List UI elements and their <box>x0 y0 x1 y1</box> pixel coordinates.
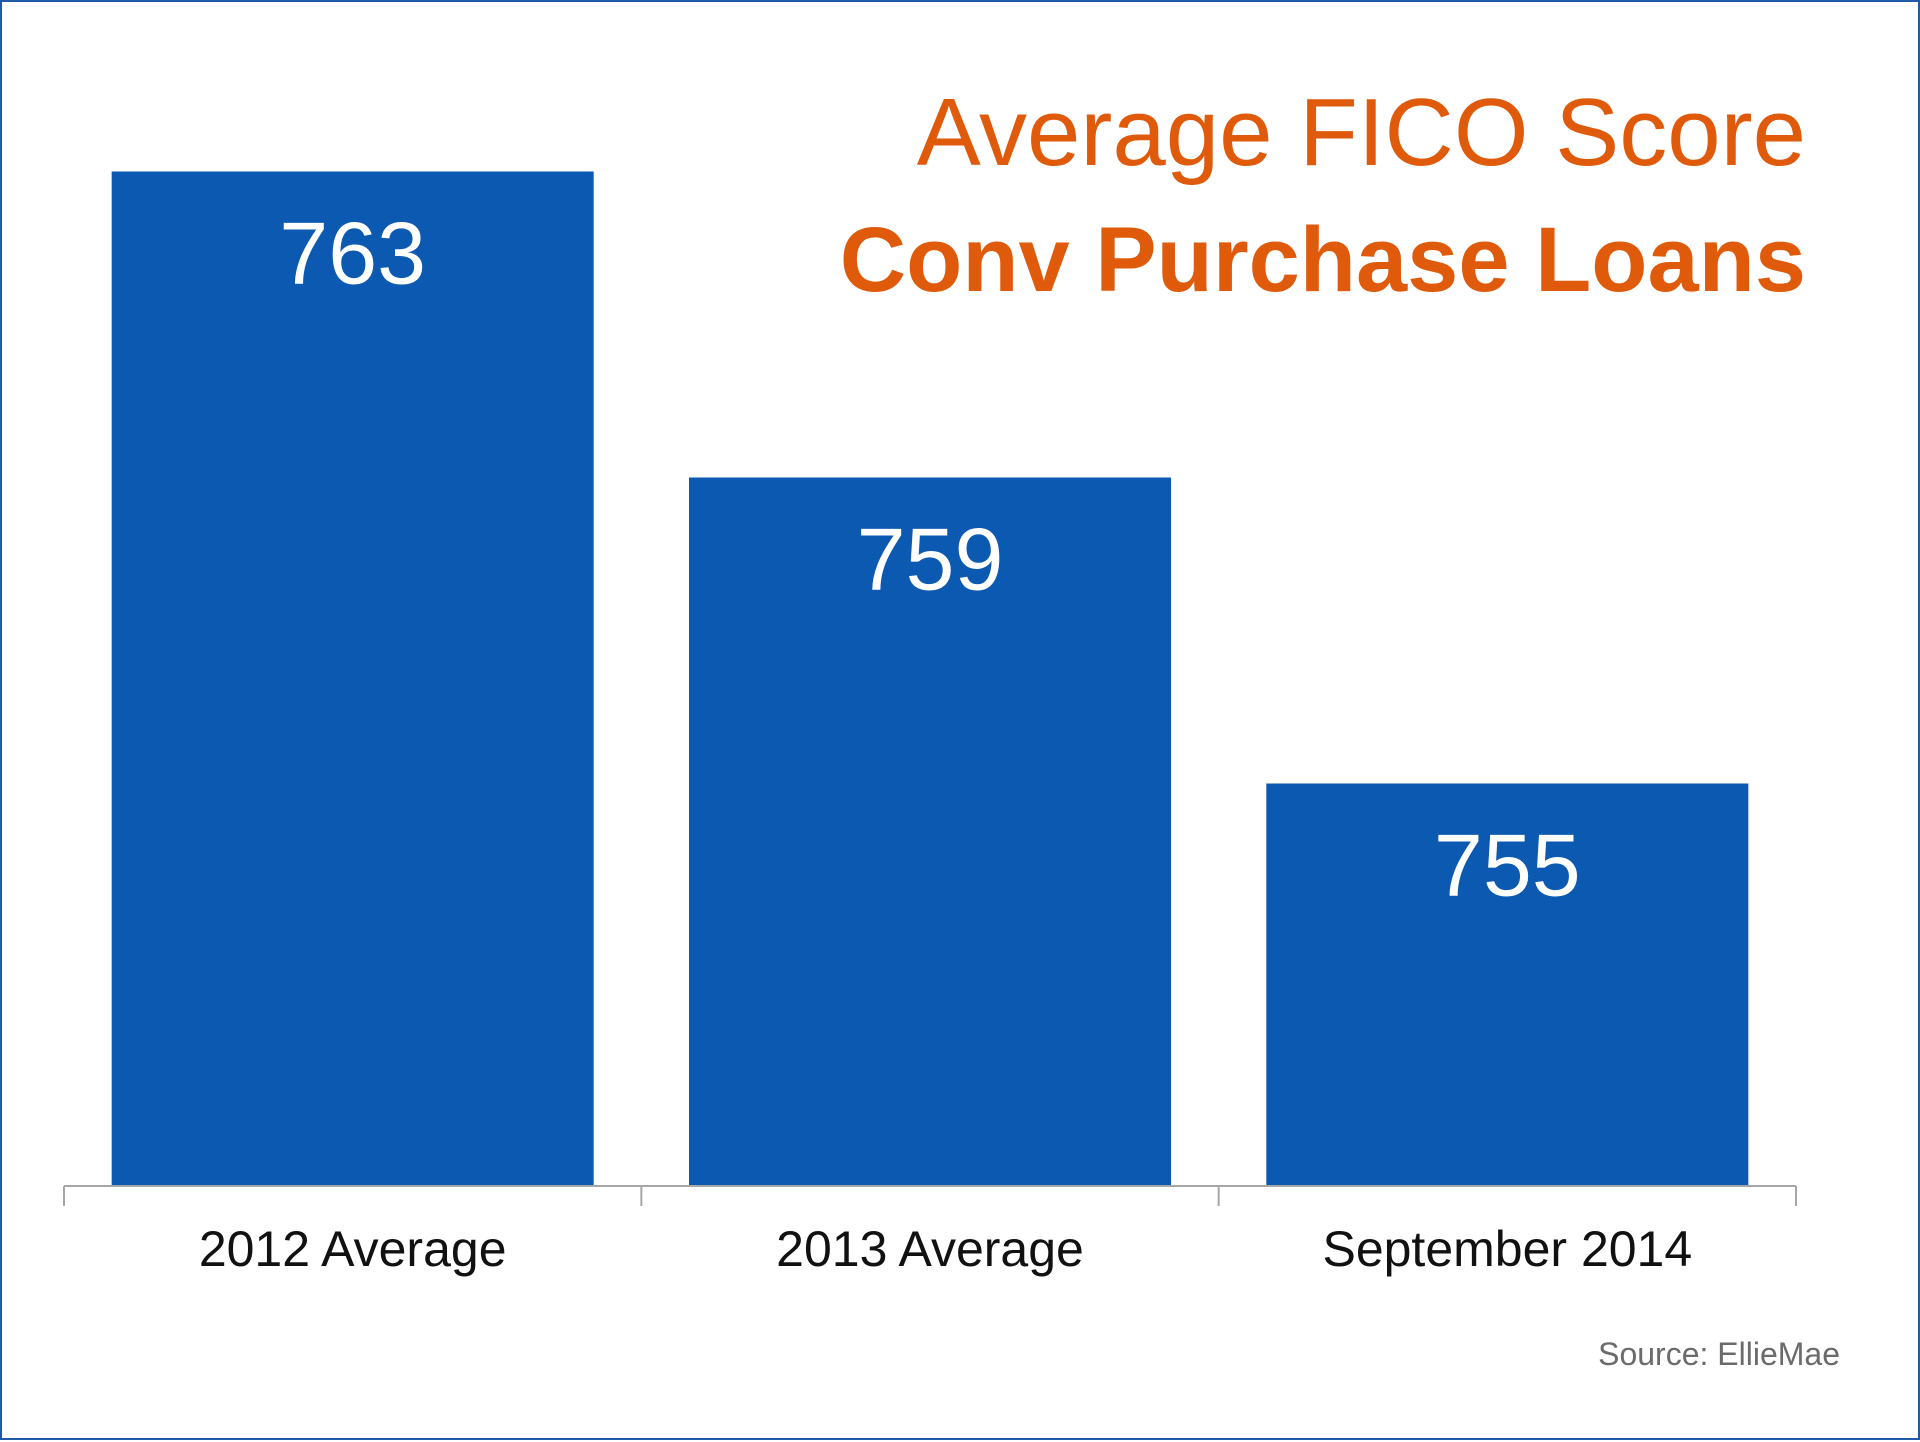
x-tick-label: September 2014 <box>1322 1221 1692 1277</box>
bar-2 <box>689 477 1171 1186</box>
chart-subtitle: Conv Purchase Loans <box>839 209 1806 311</box>
source-note: Source: EllieMae <box>1598 1336 1840 1372</box>
bar-1 <box>111 171 594 1186</box>
chart-title: Average FICO Score <box>916 79 1806 186</box>
x-tick-label: 2012 Average <box>199 1221 507 1277</box>
x-axis <box>63 1185 1797 1206</box>
data-label: 755 <box>1434 816 1581 915</box>
bar-3 <box>1266 783 1749 1186</box>
data-label: 759 <box>857 510 1004 609</box>
x-tick-label: 2013 Average <box>776 1221 1084 1277</box>
data-label: 763 <box>279 204 426 303</box>
labels-layer: 763 2012 Average 759 2013 Average 755 Septemb… <box>199 204 1692 1278</box>
bars-layer <box>111 171 1749 1186</box>
